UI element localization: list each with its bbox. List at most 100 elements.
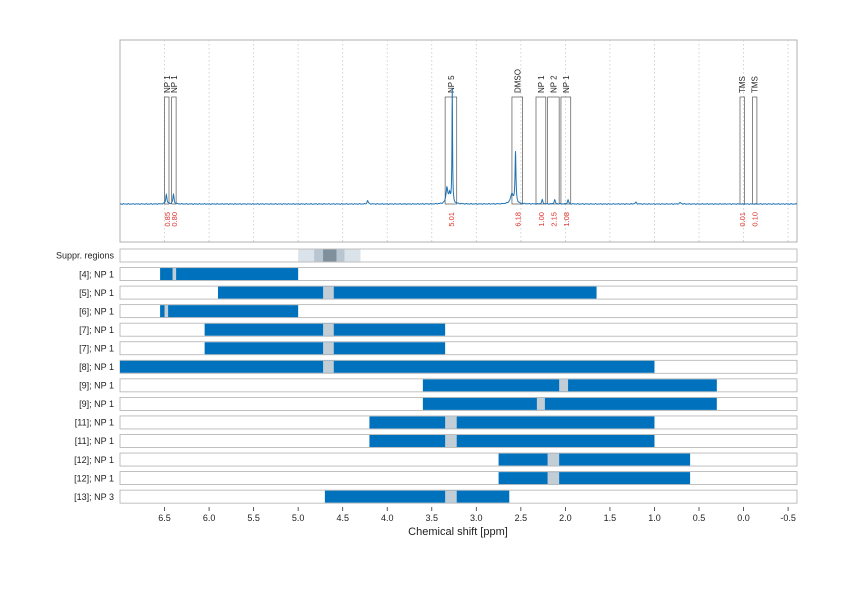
row-bar — [160, 305, 299, 318]
peak-region-label: TMS — [738, 76, 747, 93]
row-label: [5]; NP 1 — [79, 288, 114, 298]
row-label: [12]; NP 1 — [74, 473, 114, 483]
row-track: [9]; NP 1 — [79, 396, 798, 411]
row-gap — [323, 286, 334, 299]
row-label: [6]; NP 1 — [79, 306, 114, 316]
row-gap — [445, 416, 457, 429]
row-track: [11]; NP 1 — [75, 434, 798, 448]
row-label: [11]; NP 1 — [75, 436, 114, 446]
row-bar — [498, 472, 691, 485]
peak-region-box — [171, 96, 177, 205]
x-tick-label: 2.5 — [515, 513, 528, 523]
row-gap — [323, 342, 334, 355]
peak-integral-label: 0.80 — [170, 212, 179, 227]
row-label: [12]; NP 1 — [74, 455, 114, 465]
spectrum-frame — [119, 39, 798, 243]
row-label: [7]; NP 1 — [79, 343, 114, 353]
row-track: Suppr. regions — [56, 248, 798, 263]
row-tracks: Suppr. regions [4]; NP 1 [5]; NP 1 [6]; NP … — [56, 248, 798, 504]
row-label: Suppr. regions — [56, 251, 115, 261]
row-bar — [498, 453, 691, 466]
row-track: [12]; NP 1 — [74, 452, 798, 467]
peak-integral-label: 5.01 — [447, 212, 456, 227]
x-tick-label: 1.0 — [648, 513, 661, 523]
peak-integral-label: 6.18 — [513, 212, 522, 227]
row-track: [13]; NP 3 — [74, 489, 798, 504]
peak-integral-label: 0.10 — [751, 212, 760, 227]
peak-region-label: NP 1 — [537, 75, 546, 93]
x-tick-label: 3.0 — [470, 513, 483, 523]
spectrum-panel: NP 1 0.85 NP 1 0.80 NP 5 5.01 DMSO 6.18 NP 1 1.00… — [119, 39, 798, 243]
row-gap — [323, 323, 334, 336]
peak-region-label: NP 1 — [562, 75, 571, 93]
row-gap — [164, 305, 169, 318]
peak-integral-label: 1.00 — [537, 212, 546, 227]
x-tick-label: 5.5 — [247, 513, 260, 523]
row-track: [12]; NP 1 — [74, 471, 798, 486]
x-tick-label: 0.5 — [693, 513, 706, 523]
x-tick-label: 6.5 — [158, 513, 171, 523]
row-track: [9]; NP 1 — [79, 378, 798, 393]
row-label: [9]; NP 1 — [79, 399, 114, 409]
suppression-region — [323, 249, 337, 262]
row-track: [11]; NP 1 — [75, 415, 798, 430]
peak-region-box — [547, 96, 560, 205]
row-label: [11]; NP 1 — [75, 418, 114, 428]
row-label: [9]; NP 1 — [79, 381, 114, 391]
row-track: [7]; NP 1 — [79, 322, 798, 337]
row-frame — [119, 452, 798, 467]
row-bar — [324, 490, 510, 503]
row-frame — [119, 471, 798, 486]
peak-region-box — [535, 96, 547, 205]
peak-region-label: NP 1 — [170, 75, 179, 93]
peak-region-box — [511, 96, 523, 205]
row-gap — [445, 435, 457, 447]
x-tick-label: 6.0 — [203, 513, 216, 523]
row-track: [4]; NP 1 — [79, 267, 798, 281]
row-label: [7]; NP 1 — [79, 325, 114, 335]
row-bar — [369, 416, 655, 429]
x-axis: 6.5 6.0 5.5 5.0 4.5 4.0 3.5 3.0 2.5 2.0 1.5 1.0 0.5 0… — [158, 507, 796, 523]
x-tick-label: 2.0 — [559, 513, 572, 523]
row-track: [6]; NP 1 — [79, 304, 798, 319]
row-gap — [536, 397, 545, 410]
peak-region-box — [164, 96, 170, 205]
row-bar — [422, 379, 717, 392]
row-track: [5]; NP 1 — [79, 285, 798, 300]
x-tick-label: 4.0 — [381, 513, 394, 523]
x-axis-title: Chemical shift [ppm] — [408, 526, 508, 538]
peak-region-label: DMSO — [513, 69, 522, 93]
row-bar — [369, 435, 655, 447]
x-tick-label: 5.0 — [292, 513, 305, 523]
spectrum-trace — [119, 88, 798, 205]
row-gap — [172, 268, 177, 281]
row-bar — [160, 268, 299, 281]
peak-region-label: TMS — [751, 76, 760, 93]
peak-region-label: NP 5 — [447, 75, 456, 93]
row-frame — [119, 248, 798, 263]
peak-integral-label: 0.01 — [738, 212, 747, 227]
peak-integral-label: 0.85 — [163, 212, 172, 227]
row-bar — [422, 397, 717, 410]
row-gap — [547, 453, 560, 466]
row-bar — [120, 360, 655, 373]
peak-integral-label: 1.08 — [562, 212, 571, 227]
row-gap — [559, 379, 569, 392]
x-tick-label: 0.0 — [737, 513, 750, 523]
row-track: [7]; NP 1 — [79, 341, 798, 356]
peak-region-label: NP 1 — [163, 75, 172, 93]
row-track: [8]; NP 1 — [79, 359, 798, 374]
row-gap — [323, 360, 334, 373]
row-bar — [217, 286, 597, 299]
peak-integral-label: 2.15 — [549, 212, 558, 227]
row-gap — [547, 472, 560, 485]
x-tick-label: 1.5 — [604, 513, 617, 523]
peak-region-label: NP 2 — [549, 75, 558, 93]
row-label: [13]; NP 3 — [74, 492, 114, 502]
row-label: [8]; NP 1 — [79, 362, 114, 372]
x-tick-label: 3.5 — [426, 513, 439, 523]
peak-region-box — [444, 96, 458, 205]
row-gap — [445, 490, 457, 503]
x-tick-label: 4.5 — [336, 513, 349, 523]
